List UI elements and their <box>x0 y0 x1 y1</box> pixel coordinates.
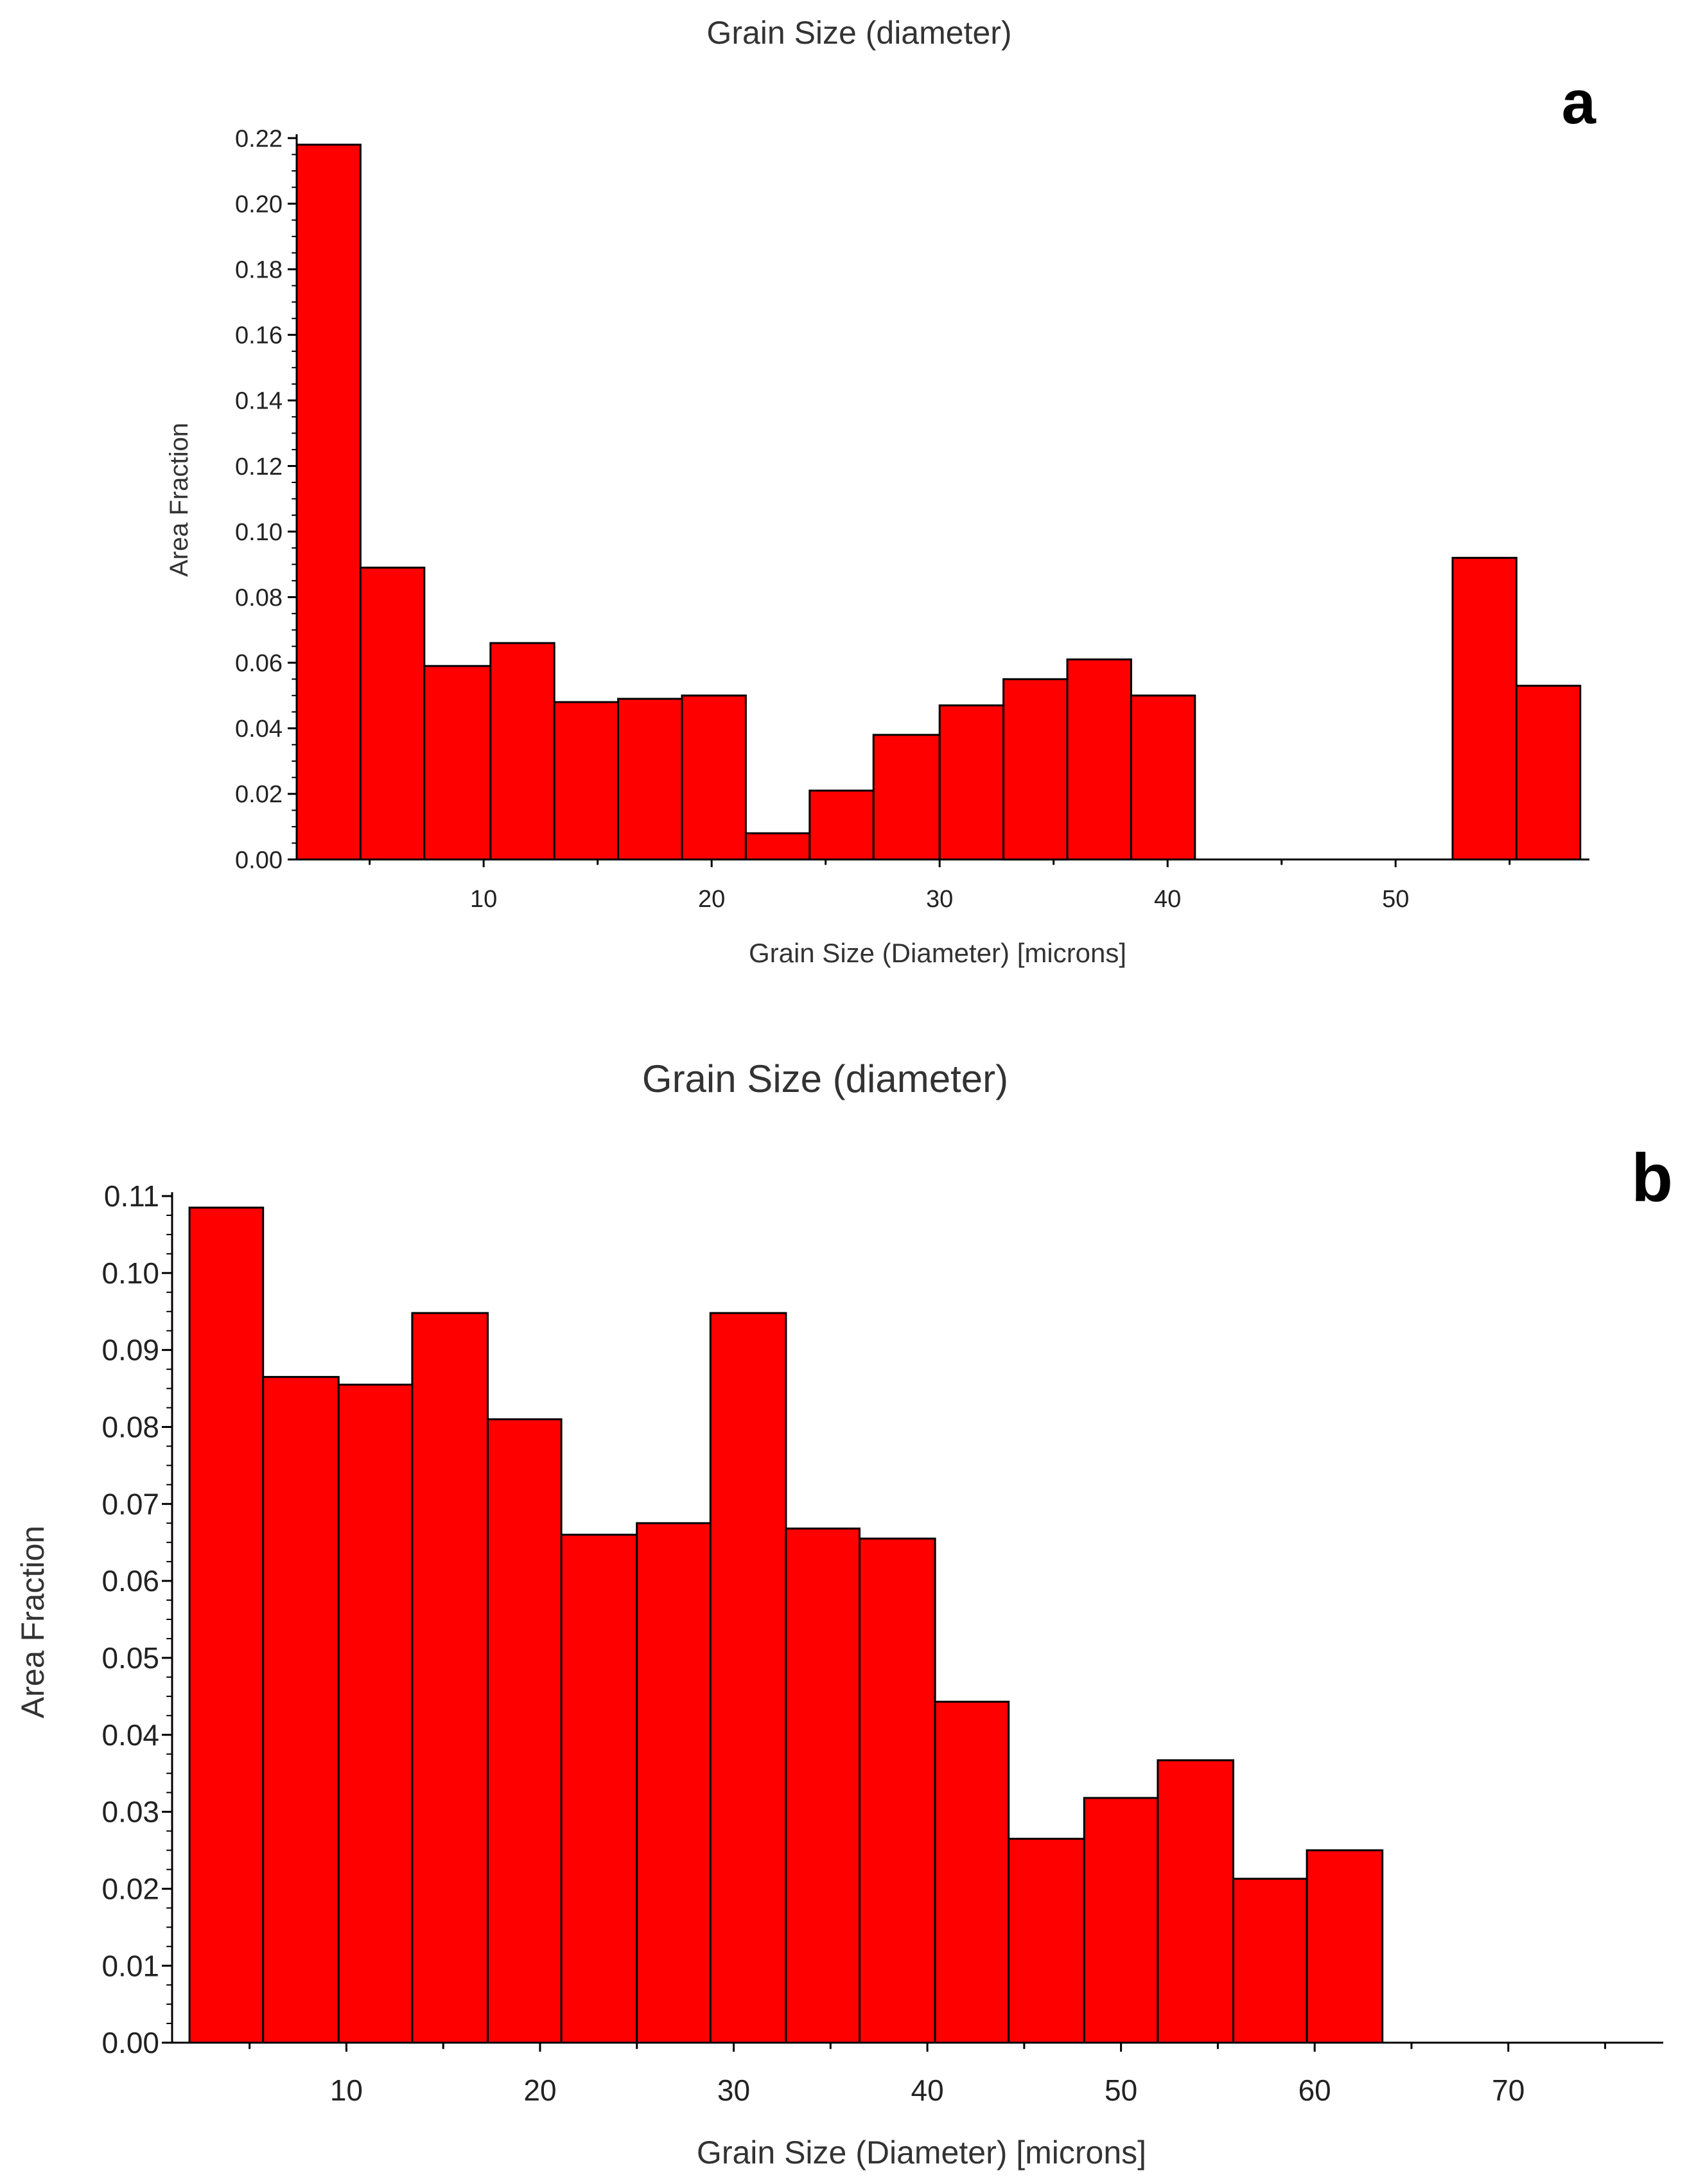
chart-b-y-tick-label: 0.00 <box>101 2026 159 2059</box>
chart-b-bar <box>1232 1878 1308 2044</box>
chart-b-x-tick-label: 60 <box>1298 2074 1331 2107</box>
chart-a-y-axis-title: Area Fraction <box>165 423 193 577</box>
chart-a-y-tick-label: 0.00 <box>235 847 283 874</box>
chart-b-bar <box>337 1384 414 2044</box>
chart-b-bar <box>560 1533 638 2044</box>
chart-a-y-tick-label: 0.04 <box>235 716 283 743</box>
chart-a-x-tick-label: 10 <box>470 886 497 913</box>
chart-b-bar <box>709 1312 787 2044</box>
chart-a-bar <box>359 567 426 861</box>
chart-b-y-tick-label: 0.11 <box>104 1179 159 1213</box>
chart-a-bar <box>1130 694 1196 861</box>
chart-b-x-axis-title: Grain Size (Diameter) [microns] <box>697 2135 1146 2171</box>
chart-b-y-axis-title: Area Fraction <box>15 1526 51 1718</box>
chart-a-x-tick-label: 30 <box>926 886 953 913</box>
chart-a-x-tick-label: 50 <box>1382 886 1409 913</box>
chart-a-bar <box>938 704 1005 861</box>
chart-a-y-tick-label: 0.10 <box>235 519 283 546</box>
chart-a-bar <box>1066 658 1132 861</box>
chart-a-bar <box>553 701 620 861</box>
chart-a-y-tick-label: 0.08 <box>235 585 283 612</box>
chart-a-x-tick-label: 40 <box>1154 886 1181 913</box>
chart-a-y-tick-label: 0.22 <box>235 125 283 152</box>
chart-b-y-tick-label: 0.03 <box>101 1795 159 1829</box>
chart-b-x-tick-label: 30 <box>717 2074 750 2107</box>
chart-b-bar <box>487 1418 563 2044</box>
chart-b-x-tick-label: 20 <box>523 2074 556 2107</box>
chart-b-bar <box>1306 1849 1384 2044</box>
chart-b-bar <box>636 1522 712 2044</box>
chart-a-y-tick-label: 0.20 <box>235 191 283 218</box>
chart-b-bar <box>188 1206 265 2044</box>
chart-a-y-tick-label: 0.02 <box>235 781 283 808</box>
chart-a-y-tick-label: 0.14 <box>235 388 283 415</box>
chart-b-bar <box>934 1700 1010 2044</box>
chart-a-y-tick-label: 0.12 <box>235 454 283 480</box>
chart-b-x-tick-label: 70 <box>1492 2074 1525 2107</box>
chart-a-bar <box>617 698 683 861</box>
chart-b-y-tick-labels: 0.00 0.01 0.02 0.03 0.04 0.05 0.06 0.07 0.08 0.09… <box>101 1179 159 2059</box>
chart-b-y-tick-label: 0.05 <box>101 1641 159 1675</box>
chart-b-bar <box>1083 1797 1159 2044</box>
chart-b-axes <box>162 1192 1663 2052</box>
chart-a-bar <box>489 642 555 861</box>
chart-b-x-tick-labels: 10 20 30 40 50 60 70 <box>330 2074 1525 2107</box>
chart-b-y-tick-label: 0.04 <box>101 1718 159 1752</box>
chart-b-bars <box>188 1206 1384 2044</box>
chart-b-y-tick-label: 0.08 <box>101 1411 159 1444</box>
chart-b-y-tick-label: 0.09 <box>101 1334 159 1367</box>
chart-b-bar <box>262 1376 340 2044</box>
chart-a-bar <box>681 694 747 861</box>
chart-b-x-tick-label: 10 <box>330 2074 363 2107</box>
chart-a-bar <box>423 665 492 861</box>
chart-b-bar <box>1157 1759 1235 2044</box>
chart-a-x-tick-label: 20 <box>698 886 725 913</box>
chart-a-bars <box>295 143 1582 861</box>
chart-b-y-tick-label: 0.10 <box>101 1256 159 1290</box>
chart-a-y-tick-labels: 0.00 0.02 0.04 0.06 0.08 0.10 0.12 0.14 0.16 0.18… <box>235 125 283 874</box>
chart-a-axes <box>288 134 1589 867</box>
chart-b-bar <box>411 1312 489 2044</box>
chart-b-y-tick-label: 0.01 <box>101 1949 159 1982</box>
chart-b-bar <box>785 1528 861 2044</box>
chart-b-title: Grain Size (diameter) <box>642 1057 1008 1100</box>
chart-a-bar <box>744 832 811 861</box>
chart-a-x-tick-labels: 10 20 30 40 50 <box>470 886 1409 913</box>
chart-a-x-axis-title: Grain Size (Diameter) [microns] <box>749 938 1126 968</box>
chart-b-y-tick-label: 0.02 <box>101 1872 159 1905</box>
chart-b-x-tick-label: 50 <box>1105 2074 1137 2107</box>
chart-a-bar <box>295 143 362 861</box>
chart-a-y-tick-label: 0.18 <box>235 256 283 283</box>
chart-a-bar <box>1451 556 1517 861</box>
chart-a-bar <box>1002 678 1069 861</box>
chart-b-panel-label: b <box>1631 1140 1673 1216</box>
chart-b-bar <box>1008 1838 1085 2044</box>
chart-b-y-tick-label: 0.07 <box>101 1487 159 1520</box>
chart-b: Grain Size (diameter) b 0.00 0.01 0.02 0.03… <box>15 1057 1673 2171</box>
chart-a-panel-label: a <box>1562 68 1596 137</box>
chart-a-y-tick-label: 0.16 <box>235 322 283 349</box>
chart-a: Grain Size (diameter) a 0.00 0.02 0.04 0.06… <box>165 15 1596 968</box>
chart-a-bar <box>809 789 875 861</box>
chart-a-title: Grain Size (diameter) <box>706 15 1011 51</box>
chart-b-bar <box>859 1537 936 2044</box>
chart-b-y-tick-label: 0.06 <box>101 1564 159 1598</box>
chart-a-bar <box>872 734 941 861</box>
chart-a-bar <box>1515 685 1582 861</box>
chart-a-y-tick-label: 0.06 <box>235 650 283 677</box>
chart-b-x-tick-label: 40 <box>911 2074 943 2107</box>
